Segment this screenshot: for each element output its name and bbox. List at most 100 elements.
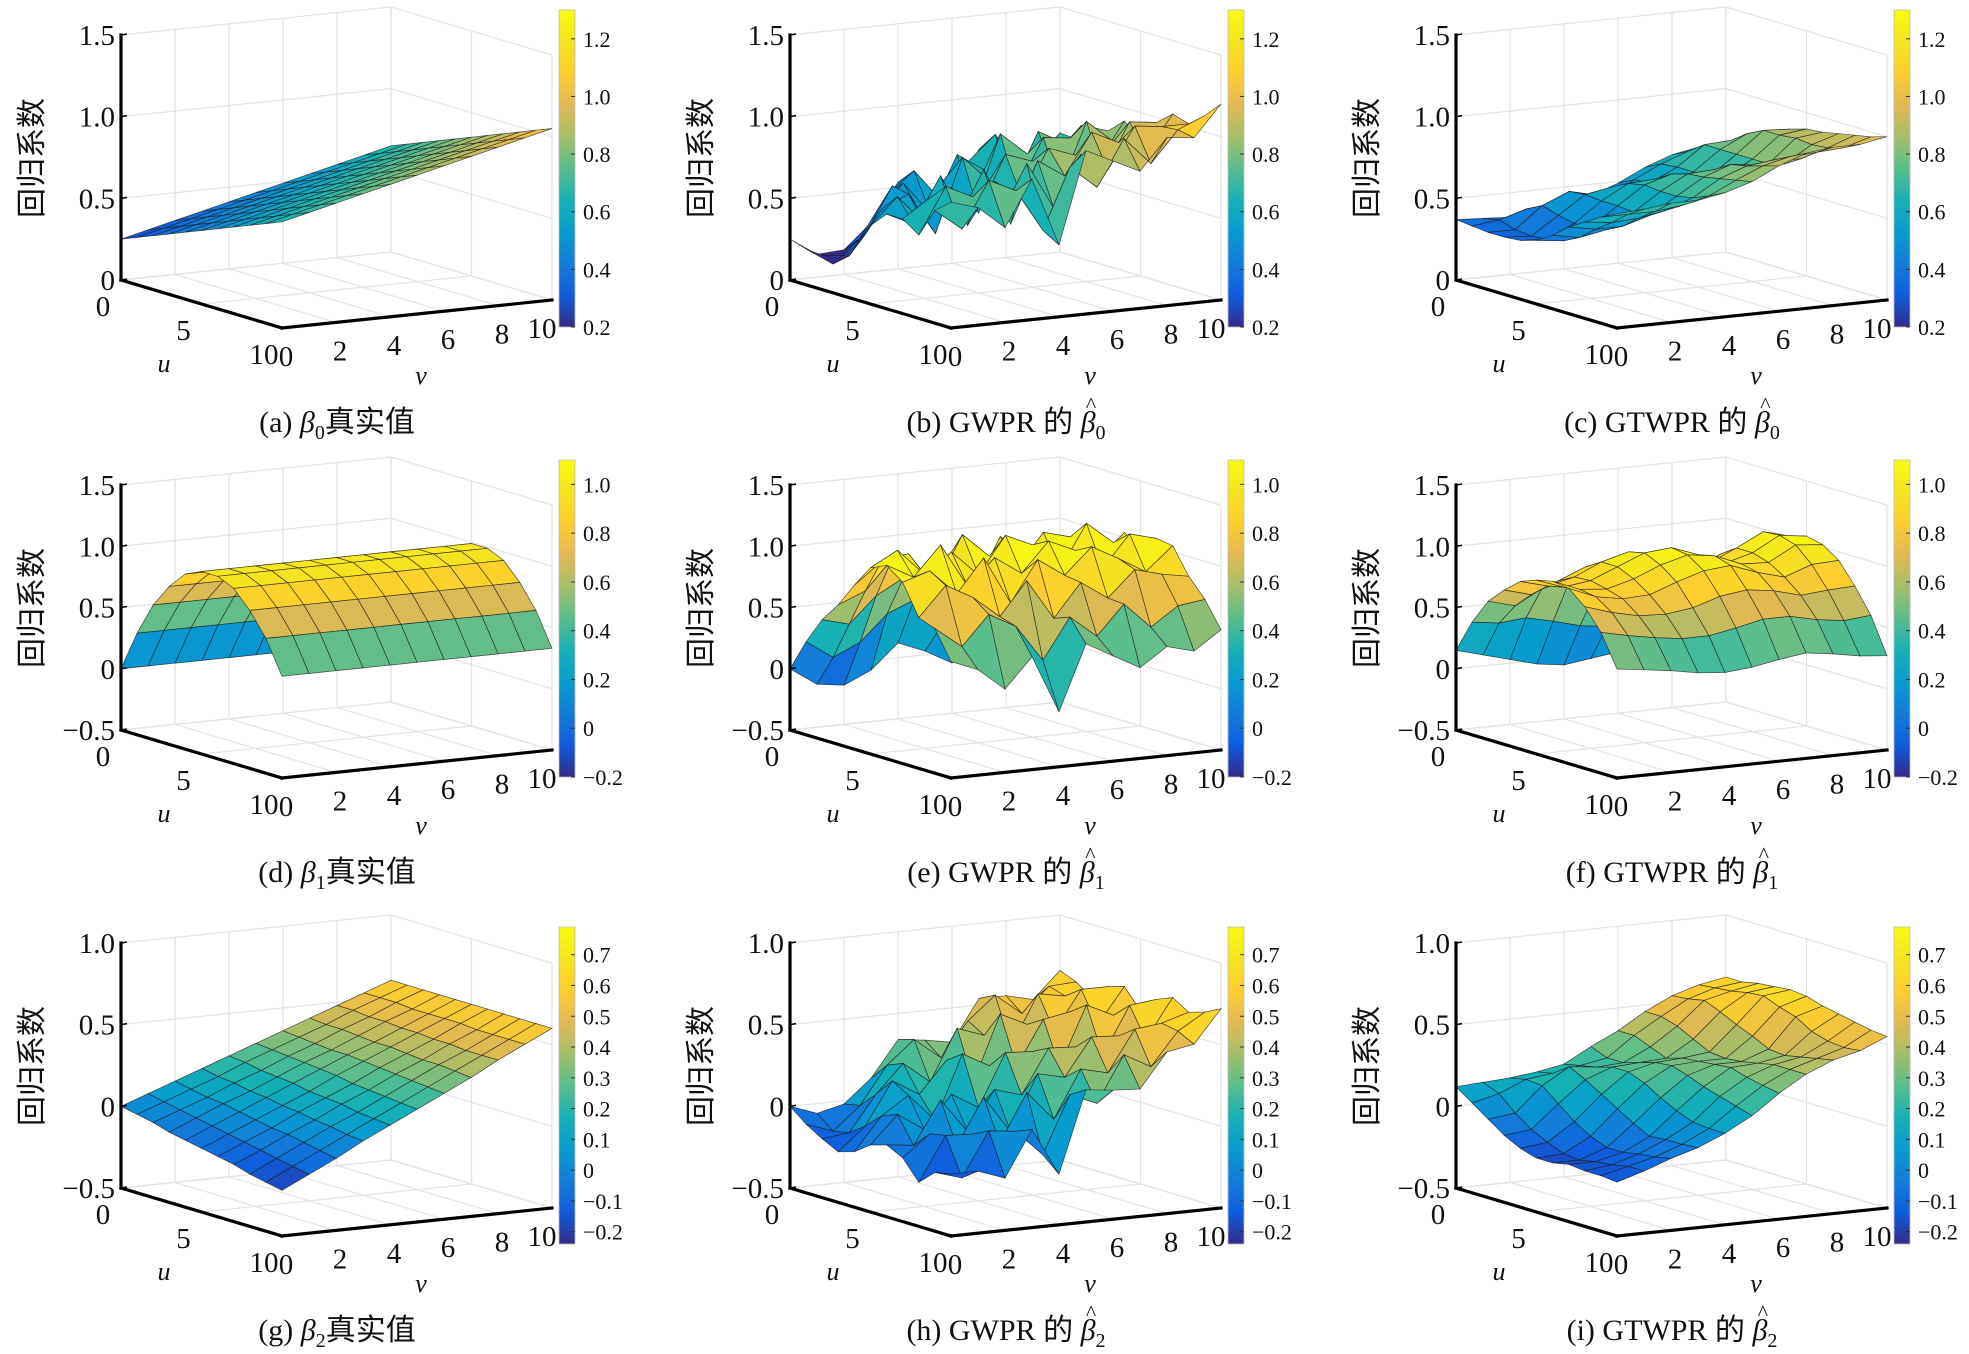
- z-tick-mark: [1455, 728, 1463, 731]
- colorbar-tick-label: 0.6: [1252, 570, 1280, 595]
- v-tick-label: 4: [1722, 1238, 1737, 1270]
- z-tick-mark: [1455, 544, 1463, 547]
- colorbar-tick-label: 0.4: [583, 619, 611, 644]
- u-tick-label: 10: [1585, 789, 1614, 821]
- v-tick-label: 10: [1863, 763, 1892, 795]
- v-tick-label: 0: [1614, 791, 1629, 823]
- colorbar-tick-label: 0.4: [1252, 1035, 1280, 1060]
- u-tick-label: 0: [96, 741, 111, 773]
- axes: [788, 941, 1223, 1238]
- u-tick-label: 5: [176, 765, 191, 797]
- colorbar-tick-label: 0: [1252, 1158, 1263, 1183]
- v-axis-line: [1615, 1206, 1889, 1238]
- z-tick-mark: [1455, 1022, 1463, 1026]
- panel-caption: (i) GTWPR 的 β2: [1567, 1314, 1778, 1352]
- caption-suffix: 真实值: [326, 856, 416, 889]
- colorbar-tick-label: 0.4: [1918, 257, 1946, 282]
- u-tick-label: 0: [1431, 291, 1446, 323]
- v-tick-label: 10: [1863, 1221, 1892, 1253]
- u-axis-line: [1454, 278, 1619, 330]
- z-tick-mark: [120, 1022, 128, 1026]
- z-tick-label: −0.5: [62, 1173, 115, 1205]
- v-tick-label: 0: [948, 341, 963, 373]
- v-axis-line: [280, 748, 554, 780]
- v-tick-label: 4: [387, 780, 402, 812]
- colorbar-tick-label: 0.6: [1252, 200, 1280, 225]
- colorbar-tick-label: 0.7: [1252, 943, 1280, 968]
- colorbar: [558, 926, 576, 1245]
- panel-caption: (d) β1真实值: [258, 856, 415, 894]
- v-axis-label: v: [415, 1269, 427, 1298]
- colorbar-tick-label: 0.4: [1252, 619, 1280, 644]
- u-tick-label: 5: [845, 315, 860, 347]
- u-axis-label: u: [827, 799, 840, 828]
- caption-prefix: (h) GWPR 的: [906, 1314, 1080, 1347]
- colorbar-tick-label: 0.8: [1252, 521, 1280, 546]
- z-tick-label: 1.0: [79, 102, 115, 134]
- z-tick-mark: [789, 196, 797, 200]
- surface: [120, 979, 553, 1191]
- gridline-u: [1536, 31, 1808, 305]
- z-tick-label: 0.5: [1414, 1010, 1450, 1042]
- z-tick-label: 0: [1436, 1091, 1451, 1123]
- caption-prefix: (a): [259, 406, 300, 439]
- v-tick-label: 6: [1110, 1232, 1125, 1264]
- v-tick-label: 10: [528, 1221, 557, 1253]
- gridline-z: [1455, 251, 1888, 301]
- gridline-u: [120, 457, 392, 731]
- z-tick-mark: [789, 1022, 797, 1026]
- v-tick-label: 10: [1863, 313, 1892, 345]
- v-tick-label: 4: [1722, 330, 1737, 362]
- z-axis-label: 回归系数: [1350, 98, 1385, 218]
- v-axis-line: [1615, 748, 1889, 780]
- z-tick-label: 1.0: [1414, 928, 1450, 960]
- colorbar-tick-label: −0.2: [1252, 765, 1292, 790]
- v-tick-label: 6: [441, 1232, 456, 1264]
- colorbar-tick-label: 0.6: [583, 200, 611, 225]
- surface: [1455, 128, 1888, 242]
- z-tick-mark: [789, 1186, 797, 1189]
- caption-hat-accent: ^: [1086, 392, 1097, 417]
- z-tick-label: 1.5: [1414, 470, 1450, 502]
- caption-subscript: 0: [1770, 422, 1780, 444]
- axes: [119, 941, 554, 1238]
- colorbar: [1893, 926, 1911, 1245]
- caption-suffix: 真实值: [325, 406, 415, 439]
- colorbar-tick-label: 0.2: [1918, 315, 1946, 340]
- colorbar-tick-label: 0.6: [583, 973, 611, 998]
- z-tick-mark: [1455, 941, 1463, 944]
- u-axis-line: [788, 278, 953, 330]
- v-tick-label: 10: [1197, 763, 1226, 795]
- gridline-z: [789, 701, 1222, 751]
- colorbar-tick-label: 0.7: [583, 943, 611, 968]
- colorbar-tick-label: −0.2: [583, 1220, 623, 1245]
- caption-prefix: (f) GTWPR 的: [1566, 856, 1753, 889]
- colorbar: [1893, 9, 1911, 328]
- u-tick-label: 10: [1585, 339, 1614, 371]
- colorbar-tick-label: −0.1: [583, 1189, 623, 1214]
- colorbar-tick-label: 0: [583, 716, 594, 741]
- z-tick-mark: [789, 544, 797, 547]
- z-tick-label: 0.5: [79, 593, 115, 625]
- panel-caption: (f) GTWPR 的 β1: [1566, 856, 1778, 894]
- v-tick-label: 4: [1056, 1238, 1071, 1270]
- colorbar-tick-label: 0.5: [583, 1004, 611, 1029]
- v-axis-label: v: [1084, 361, 1096, 390]
- z-tick-mark: [120, 728, 128, 731]
- panel-caption: (e) GWPR 的 β1: [907, 856, 1104, 894]
- gridline-z: [1455, 1159, 1888, 1209]
- z-tick-mark: [789, 728, 797, 731]
- v-tick-label: 0: [1614, 341, 1629, 373]
- colorbar-tick-label: 1.0: [1252, 84, 1280, 109]
- caption-prefix: (g): [258, 1314, 300, 1347]
- z-tick-mark: [120, 278, 128, 281]
- colorbar-tick-label: 1.0: [1918, 472, 1946, 497]
- caption-subscript: 1: [1095, 872, 1105, 894]
- z-tick-mark: [1455, 114, 1463, 118]
- caption-symbol: β: [1080, 1314, 1096, 1347]
- z-tick-label: 0: [1436, 654, 1451, 686]
- surface-patch: [265, 212, 310, 224]
- surface-patch: [265, 635, 310, 677]
